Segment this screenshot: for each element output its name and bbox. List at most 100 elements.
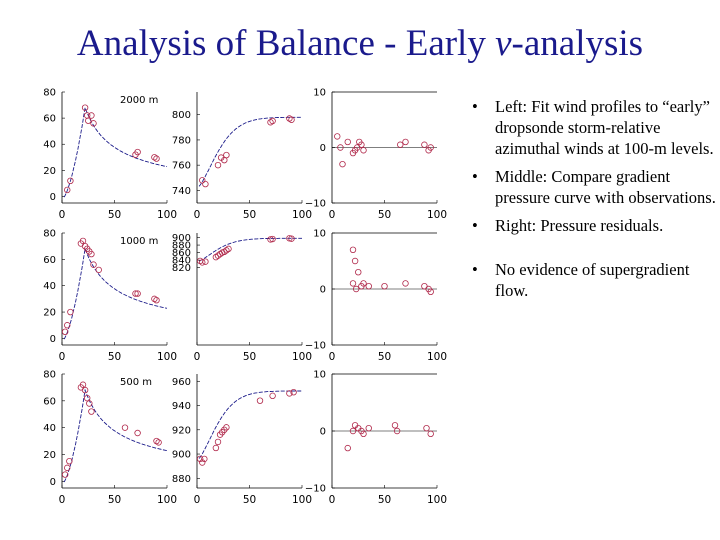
pressure-r2-obs-point	[199, 459, 206, 466]
residual-r0-ytick-label: 10	[313, 88, 326, 99]
pressure-r2-ytick-label: 920	[172, 425, 191, 436]
wind-r1-obs-point	[79, 237, 87, 245]
wind-r2-xtick-label: 50	[108, 494, 121, 506]
pressure-r2-ytick-label: 960	[172, 377, 191, 388]
residual-r1-obs-point	[349, 280, 357, 287]
pressure-r0-ytick-label: 780	[172, 135, 191, 146]
residual-r2-xtick-label: 100	[427, 494, 447, 506]
residual-r1-obs-point	[351, 257, 359, 265]
wind-r1-obs-point	[88, 250, 95, 258]
wind-r1-fit-curve	[63, 247, 168, 340]
wind-r0-obs-point	[134, 148, 141, 156]
bullet-item: • Middle: Compare gradient pressure curve…	[472, 166, 718, 208]
wind-r0-obs-point	[88, 112, 95, 119]
residual-r1-obs-point	[402, 280, 409, 287]
wind-r0-ytick-label: 20	[43, 166, 56, 177]
residual-r1-obs-point	[365, 283, 372, 290]
wind-r1-ytick-label: 20	[43, 308, 56, 319]
wind-r0-fit-curve	[63, 106, 168, 198]
wind-r2-obs-point	[81, 386, 89, 394]
pressure-r1-obs-point	[214, 252, 222, 259]
wind-r1-obs-point	[67, 308, 74, 316]
pressure-r0-obs-point	[199, 177, 206, 184]
wind-r2-obs-point	[88, 408, 95, 415]
wind-r0-ytick-label: 80	[43, 88, 56, 99]
bullet-list: • Left: Fit wind profiles to “early” drop…	[472, 96, 718, 308]
wind-r0-obs-point	[67, 177, 74, 184]
pressure-r1-ytick-label: 820	[172, 263, 191, 274]
wind-r1-obs-point	[90, 261, 97, 268]
wind-r2-xtick-label: 100	[157, 494, 177, 506]
wind-r1-obs-point	[132, 290, 139, 297]
wind-r2-obs-point	[121, 424, 129, 431]
pressure-r1-obs-point	[202, 258, 209, 265]
bullet-marker: •	[472, 216, 478, 235]
wind-r0-level-label: 2000 m	[120, 95, 158, 106]
wind-r1-ytick-label: 80	[43, 229, 56, 240]
wind-r2-obs-point	[86, 400, 93, 407]
wind-r1-xtick-label: 100	[157, 351, 177, 363]
pressure-r2-obs-point	[269, 392, 276, 400]
bullet-marker: •	[472, 97, 478, 116]
residual-r0-xtick-label: 50	[378, 209, 391, 221]
residual-r0-xtick-label: 100	[427, 209, 447, 221]
residual-r0-obs-point	[339, 160, 346, 168]
residual-r0-obs-point	[360, 147, 367, 154]
residual-r2-obs-point	[349, 427, 357, 435]
residual-r1-obs-point	[355, 269, 362, 276]
pressure-r0-obs-point	[269, 117, 276, 125]
pressure-r1-obs-point	[288, 235, 295, 242]
pressure-r0-obs-point	[223, 151, 230, 159]
pressure-r2-obs-point	[286, 390, 293, 397]
residual-r0-ytick-label: 0	[320, 143, 326, 154]
pressure-r0-ytick-label: 740	[172, 186, 191, 197]
pressure-r2-obs-point	[223, 424, 230, 431]
residual-r1-ytick-label: −10	[305, 341, 326, 352]
residual-r1-xtick-label: 100	[427, 351, 447, 363]
pressure-r1-obs-point	[221, 248, 228, 256]
pressure-r2-obs-point	[290, 388, 297, 396]
pressure-r2-xtick-label: 50	[243, 494, 256, 506]
pressure-r1-obs-point	[286, 235, 293, 242]
wind-r0-ytick-label: 40	[43, 140, 56, 151]
residual-r2-obs-point	[360, 430, 367, 438]
wind-r1-obs-point	[64, 322, 71, 329]
residual-r2-obs-point	[344, 444, 351, 452]
pressure-r1-ytick-label: 860	[172, 248, 191, 259]
wind-r2-ytick-label: 60	[43, 396, 56, 407]
pressure-r2-obs-point	[214, 438, 222, 446]
bullet-text: No evidence of supergradient flow.	[495, 260, 690, 300]
wind-r2-obs-point	[134, 429, 141, 437]
pressure-r0-obs-point	[202, 180, 209, 188]
residual-r1-ytick-label: 10	[313, 229, 326, 240]
wind-r1-xtick-label: 50	[108, 351, 121, 363]
wind-r2-ytick-label: 40	[43, 423, 56, 434]
residual-r0-obs-point	[427, 144, 434, 151]
wind-r0-obs-point	[81, 104, 89, 111]
pressure-r2-fit-curve	[198, 390, 302, 459]
wind-r0-xtick-label: 100	[157, 209, 177, 221]
bullet-item: • Left: Fit wind profiles to “early” drop…	[472, 96, 718, 159]
slide-title: Analysis of Balance - Early ν-analysis	[0, 22, 720, 65]
residual-r2-ytick-label: −10	[305, 484, 326, 495]
wind-r0-obs-point	[85, 117, 92, 124]
residual-r2-obs-point	[423, 424, 430, 432]
residual-r1-obs-point	[349, 246, 357, 253]
wind-r0-ytick-label: 60	[43, 114, 56, 125]
residual-r1-obs-point	[421, 283, 428, 290]
bullet-text: Middle: Compare gradient pressure curve …	[495, 167, 716, 207]
bullet-text: Right: Pressure residuals.	[495, 216, 664, 235]
wind-r0-xtick-label: 50	[108, 209, 121, 221]
residual-r1-obs-point	[381, 283, 388, 290]
pressure-r2-ytick-label: 900	[172, 450, 191, 461]
bullet-item: • No evidence of supergradient flow.	[472, 259, 718, 301]
wind-r2-obs-point	[83, 394, 91, 402]
residual-r2-obs-point	[365, 424, 372, 432]
residual-r1-ytick-label: 0	[320, 285, 326, 296]
pressure-r1-xtick-label: 0	[194, 351, 201, 363]
wind-r2-obs-point	[79, 381, 87, 388]
pressure-r1-fit-curve	[198, 237, 302, 262]
pressure-r1-xtick-label: 100	[292, 351, 312, 363]
pressure-r0-xtick-label: 50	[243, 209, 256, 221]
